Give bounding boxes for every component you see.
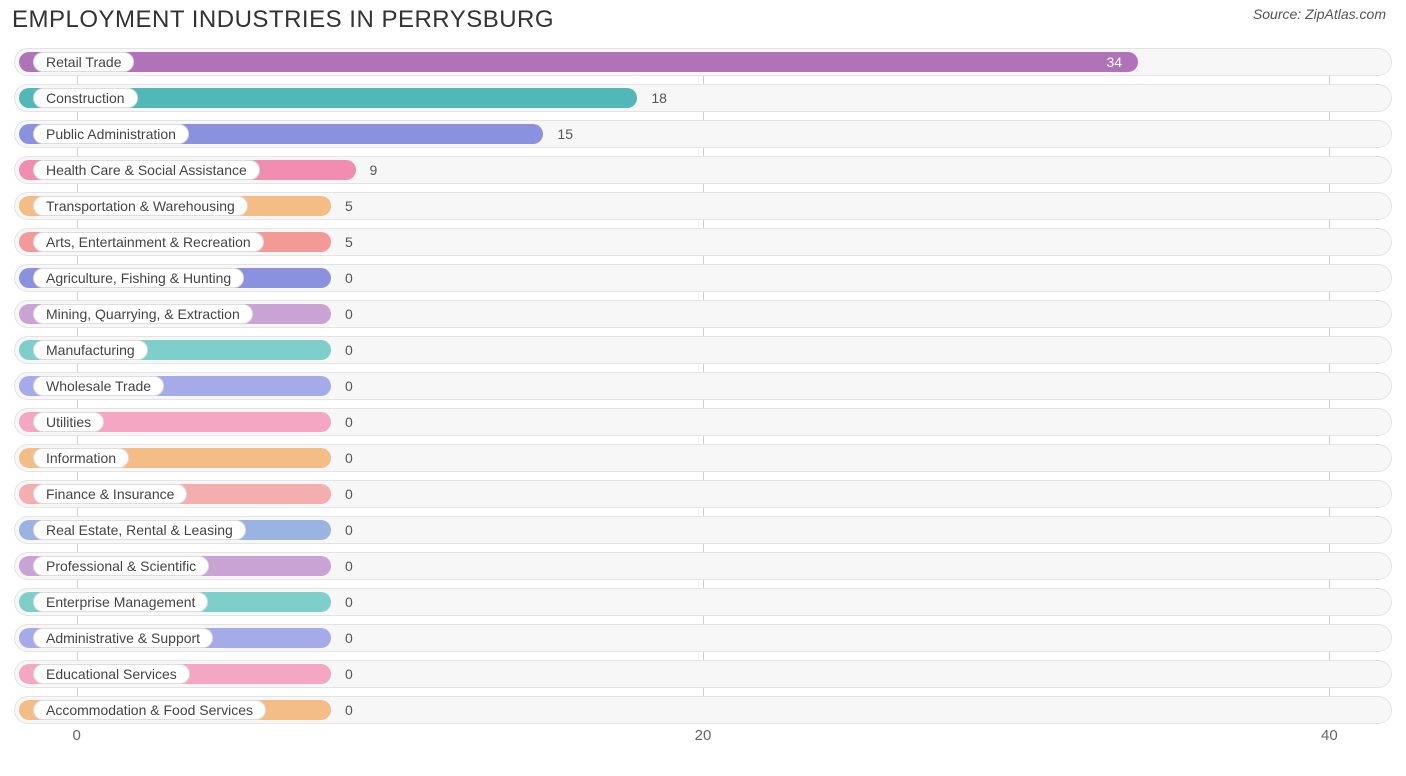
bar-row: Arts, Entertainment & Recreation 5 bbox=[14, 228, 1392, 256]
bar-row: Information 0 bbox=[14, 444, 1392, 472]
bar-row: Educational Services 0 bbox=[14, 660, 1392, 688]
bar-label: Health Care & Social Assistance bbox=[33, 160, 260, 180]
bar-fill bbox=[19, 52, 1138, 72]
x-axis-tick-label: 20 bbox=[695, 727, 712, 744]
bar-value: 15 bbox=[547, 121, 573, 147]
bar-label: Public Administration bbox=[33, 124, 189, 144]
bar-row: Enterprise Management 0 bbox=[14, 588, 1392, 616]
chart-source: Source: ZipAtlas.com bbox=[1253, 6, 1386, 22]
bar-label: Arts, Entertainment & Recreation bbox=[33, 232, 264, 252]
bar-label: Mining, Quarrying, & Extraction bbox=[33, 304, 253, 324]
bar-value: 9 bbox=[360, 157, 378, 183]
bar-value: 0 bbox=[335, 625, 353, 651]
bar-row: Real Estate, Rental & Leasing 0 bbox=[14, 516, 1392, 544]
bar-row: Mining, Quarrying, & Extraction 0 bbox=[14, 300, 1392, 328]
bar-row: Retail Trade 34 bbox=[14, 48, 1392, 76]
bar-value: 0 bbox=[335, 661, 353, 687]
bar-value: 0 bbox=[335, 481, 353, 507]
bar-value: 0 bbox=[335, 697, 353, 723]
bar-label: Administrative & Support bbox=[33, 628, 213, 648]
bar-label: Utilities bbox=[33, 412, 104, 432]
bar-value: 0 bbox=[335, 301, 353, 327]
bar-value: 0 bbox=[335, 409, 353, 435]
x-axis-tick-label: 0 bbox=[72, 727, 80, 744]
bar-label: Retail Trade bbox=[33, 52, 134, 72]
bar-label: Real Estate, Rental & Leasing bbox=[33, 520, 246, 540]
bar-label: Transportation & Warehousing bbox=[33, 196, 248, 216]
bar-value: 0 bbox=[335, 553, 353, 579]
bar-label: Construction bbox=[33, 88, 138, 108]
bar-label: Enterprise Management bbox=[33, 592, 208, 612]
x-axis-tick-label: 40 bbox=[1321, 727, 1338, 744]
bar-row: Administrative & Support 0 bbox=[14, 624, 1392, 652]
bar-value: 0 bbox=[335, 265, 353, 291]
bar-label: Accommodation & Food Services bbox=[33, 700, 266, 720]
bar-row: Accommodation & Food Services 0 bbox=[14, 696, 1392, 724]
chart-header: EMPLOYMENT INDUSTRIES IN PERRYSBURG Sour… bbox=[0, 0, 1406, 34]
bar-label: Wholesale Trade bbox=[33, 376, 164, 396]
chart-title: EMPLOYMENT INDUSTRIES IN PERRYSBURG bbox=[12, 6, 554, 34]
bar-value: 0 bbox=[335, 517, 353, 543]
bar-row: Professional & Scientific 0 bbox=[14, 552, 1392, 580]
bar-label: Finance & Insurance bbox=[33, 484, 187, 504]
bar-label: Manufacturing bbox=[33, 340, 148, 360]
bar-row: Health Care & Social Assistance 9 bbox=[14, 156, 1392, 184]
bar-label: Agriculture, Fishing & Hunting bbox=[33, 268, 244, 288]
bar-row: Public Administration 15 bbox=[14, 120, 1392, 148]
bar-row: Construction 18 bbox=[14, 84, 1392, 112]
bar-row: Agriculture, Fishing & Hunting 0 bbox=[14, 264, 1392, 292]
bar-label: Information bbox=[33, 448, 129, 468]
bar-value: 0 bbox=[335, 445, 353, 471]
bar-row: Manufacturing 0 bbox=[14, 336, 1392, 364]
bar-value: 5 bbox=[335, 229, 353, 255]
bar-label: Professional & Scientific bbox=[33, 556, 209, 576]
bar-value: 0 bbox=[335, 589, 353, 615]
bars-container: Retail Trade 34 Construction 18 Public Admin… bbox=[14, 48, 1392, 724]
bar-row: Transportation & Warehousing 5 bbox=[14, 192, 1392, 220]
bar-value: 0 bbox=[335, 373, 353, 399]
bar-label: Educational Services bbox=[33, 664, 190, 684]
bar-value: 34 bbox=[1096, 49, 1122, 75]
bar-row: Finance & Insurance 0 bbox=[14, 480, 1392, 508]
bar-row: Wholesale Trade 0 bbox=[14, 372, 1392, 400]
chart-area: Retail Trade 34 Construction 18 Public Admin… bbox=[14, 48, 1392, 748]
bar-row: Utilities 0 bbox=[14, 408, 1392, 436]
bar-value: 5 bbox=[335, 193, 353, 219]
bar-value: 0 bbox=[335, 337, 353, 363]
bar-value: 18 bbox=[641, 85, 667, 111]
